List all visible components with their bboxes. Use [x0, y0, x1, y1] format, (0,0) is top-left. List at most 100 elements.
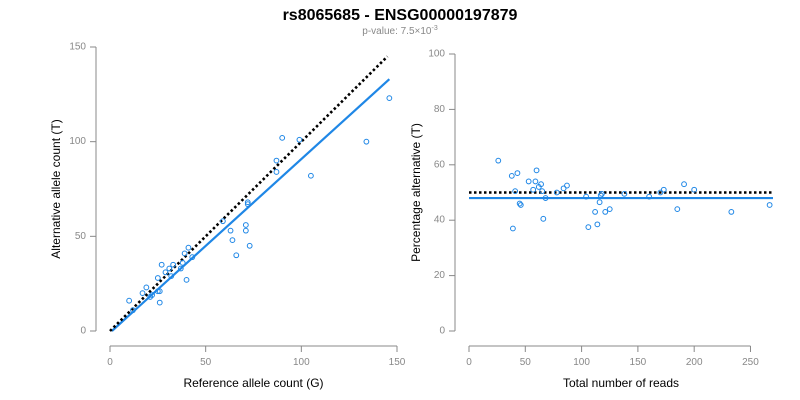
data-point — [158, 261, 165, 268]
reference-line — [109, 55, 389, 332]
data-point — [130, 307, 136, 314]
y-axis-label: Alternative allele count (T) — [49, 119, 63, 258]
data-point — [508, 172, 515, 179]
data-point — [542, 195, 549, 201]
data-point — [540, 215, 547, 222]
data-point — [154, 275, 161, 281]
data-point — [168, 273, 175, 279]
data-point — [273, 169, 280, 175]
y-tick-label: 0 — [80, 326, 86, 337]
data-point — [177, 265, 184, 272]
x-tick-label: 0 — [466, 357, 472, 368]
x-tick-label: 250 — [742, 357, 759, 368]
x-tick-label: 200 — [686, 357, 703, 368]
data-point — [585, 224, 592, 231]
data-point — [495, 157, 502, 164]
y-tick-label: 40 — [434, 215, 446, 226]
data-point — [386, 95, 393, 102]
data-point — [244, 199, 251, 206]
data-point — [621, 190, 628, 197]
data-point — [126, 297, 133, 304]
data-point — [681, 181, 687, 188]
data-point — [179, 259, 186, 266]
data-point — [246, 242, 253, 249]
data-point — [691, 186, 698, 193]
x-axis-label: Reference allele count (G) — [183, 376, 323, 390]
y-tick-label: 0 — [439, 326, 445, 337]
data-point — [533, 167, 540, 174]
y-tick-label: 100 — [428, 49, 445, 60]
data-point — [242, 227, 249, 234]
data-point — [538, 181, 544, 188]
data-point — [598, 190, 605, 197]
data-point — [532, 178, 539, 185]
y-tick-label: 100 — [69, 136, 86, 147]
data-point — [594, 221, 601, 228]
panel-percentage-alternative: 0 50 100 150 200 250 0 20 40 60 80 100 Total number … — [409, 49, 773, 390]
data-point — [227, 227, 234, 234]
data-point — [657, 189, 664, 196]
data-point — [162, 269, 169, 276]
x-tick-label: 50 — [200, 357, 212, 368]
data-point — [181, 250, 188, 257]
panel-allele-counts: 0 50 100 150 0 50 100 150 Reference allele count… — [49, 42, 406, 391]
data-point — [143, 284, 150, 291]
data-point — [242, 222, 249, 228]
data-point — [646, 193, 653, 200]
data-point — [564, 182, 570, 189]
data-point — [189, 254, 196, 261]
data-point — [156, 288, 163, 295]
data-point — [597, 192, 604, 199]
data-point — [596, 199, 603, 206]
data-point — [512, 188, 519, 195]
data-point — [674, 206, 681, 213]
data-point — [606, 206, 613, 213]
data-point — [185, 244, 192, 251]
chart-title: rs8065685 - ENSG00000197879 — [283, 7, 518, 24]
data-point — [514, 170, 521, 177]
subtitle-exponent: -3 — [431, 25, 437, 32]
y-tick-label: 20 — [434, 270, 446, 281]
x-tick-label: 50 — [520, 357, 532, 368]
data-point — [517, 202, 524, 208]
y-tick-label: 80 — [434, 104, 446, 115]
subtitle-pvalue: p-value: 7.5×10 — [362, 26, 432, 37]
data-point — [539, 188, 546, 195]
data-point — [296, 136, 303, 143]
data-point — [560, 185, 567, 192]
data-point — [516, 200, 523, 207]
data-point — [660, 186, 667, 193]
data-point — [553, 189, 560, 196]
data-point — [308, 172, 314, 179]
data-point — [728, 208, 735, 215]
data-point — [279, 134, 286, 141]
y-tick-label: 60 — [434, 159, 446, 170]
data-point — [170, 261, 177, 268]
y-axis-label: Percentage alternative (T) — [409, 123, 423, 262]
x-tick-label: 100 — [573, 357, 590, 368]
data-point — [229, 237, 236, 244]
data-point — [154, 288, 161, 295]
data-point — [273, 157, 280, 164]
chart-subtitle: p-value: 7.5×10-3 — [362, 25, 438, 37]
data-point — [602, 208, 609, 215]
data-point — [510, 225, 516, 232]
data-point — [363, 138, 370, 145]
data-point — [139, 290, 146, 297]
data-point — [530, 186, 537, 193]
data-point — [166, 265, 173, 272]
x-tick-label: 150 — [630, 357, 647, 368]
y-tick-label: 50 — [75, 231, 87, 242]
data-point — [244, 201, 251, 208]
data-point — [219, 218, 226, 225]
x-axis-label: Total number of reads — [563, 376, 679, 390]
x-tick-label: 0 — [107, 357, 113, 368]
data-point — [149, 292, 155, 298]
data-point — [525, 178, 532, 185]
data-point — [592, 208, 599, 215]
x-tick-label: 150 — [389, 357, 406, 368]
data-point — [583, 193, 589, 200]
data-point — [183, 276, 190, 283]
